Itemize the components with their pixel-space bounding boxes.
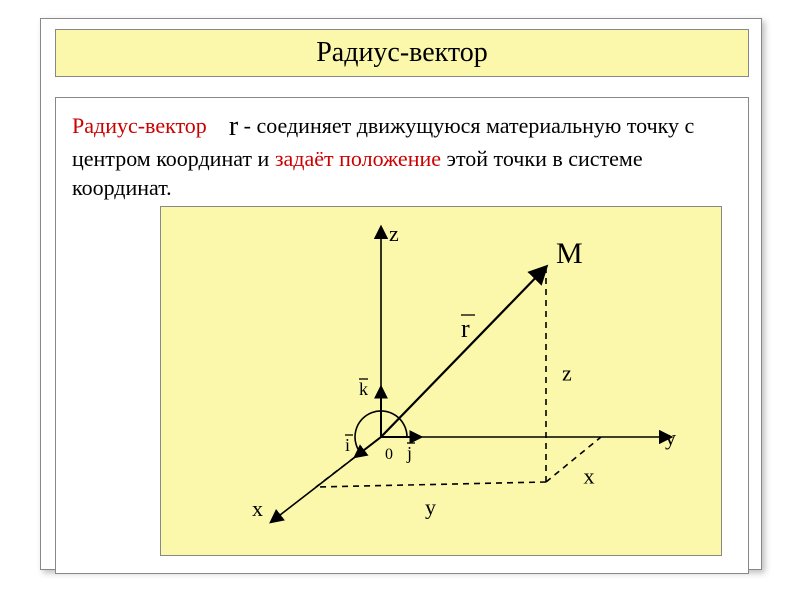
- svg-text:z: z: [562, 361, 572, 386]
- def-red-tail: задаёт положение: [275, 146, 441, 171]
- definition-paragraph: Радиус-вектор r - соединяет движущуюся м…: [72, 106, 732, 203]
- svg-text:0: 0: [385, 446, 393, 463]
- svg-text:y: y: [425, 495, 436, 520]
- symbol-r: r: [229, 111, 238, 142]
- svg-text:r: r: [461, 314, 470, 343]
- svg-text:z: z: [389, 221, 399, 246]
- slide-frame: Радиус-вектор Радиус-вектор r - соединяе…: [40, 18, 762, 570]
- svg-text:i: i: [345, 435, 350, 455]
- svg-text:x: x: [252, 496, 263, 521]
- term-red: Радиус-вектор: [72, 113, 207, 138]
- diagram-box: Mr z y x z x y 0 i j k: [160, 206, 722, 556]
- svg-text:x: x: [584, 464, 595, 489]
- svg-text:j: j: [406, 443, 412, 463]
- slide-title: Радиус-вектор: [316, 37, 488, 69]
- svg-text:M: M: [556, 237, 583, 270]
- body-frame: Радиус-вектор r - соединяет движущуюся м…: [55, 97, 749, 574]
- svg-text:k: k: [359, 379, 368, 399]
- coordinate-diagram: Mr z y x z x y 0 i j k: [161, 207, 721, 555]
- title-bar: Радиус-вектор: [55, 29, 749, 77]
- svg-text:y: y: [665, 425, 676, 450]
